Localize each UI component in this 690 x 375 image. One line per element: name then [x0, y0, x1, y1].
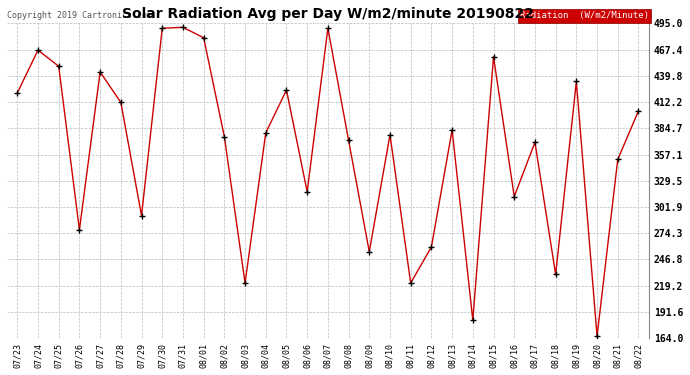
- Text: Radiation  (W/m2/Minute): Radiation (W/m2/Minute): [520, 11, 649, 20]
- Title: Solar Radiation Avg per Day W/m2/minute 20190822: Solar Radiation Avg per Day W/m2/minute …: [122, 7, 534, 21]
- Text: Copyright 2019 Cartronics.com: Copyright 2019 Cartronics.com: [7, 11, 152, 20]
